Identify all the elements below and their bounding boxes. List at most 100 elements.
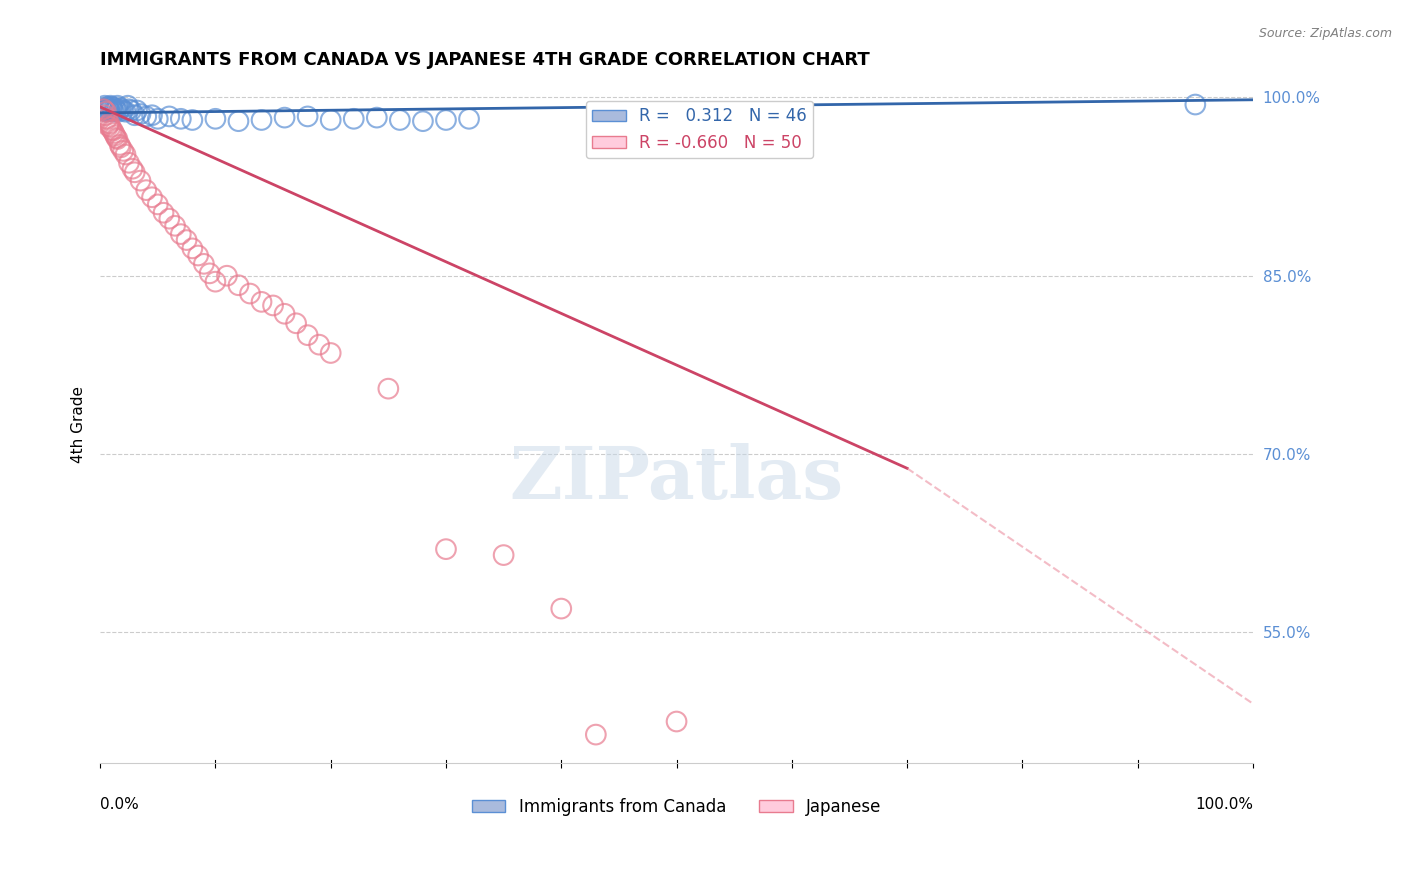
Point (124, 108, 146, 122)
Point (170, 112, 193, 126)
Point (181, 241, 204, 255)
Text: ZIPatlas: ZIPatlas (509, 443, 844, 514)
Point (96, 112, 118, 126)
Point (215, 268, 238, 283)
Point (121, 161, 143, 176)
Point (297, 328, 319, 343)
Point (129, 107, 152, 121)
Point (96, 103, 118, 117)
Text: IMMIGRANTS FROM CANADA VS JAPANESE 4TH GRADE CORRELATION CHART: IMMIGRANTS FROM CANADA VS JAPANESE 4TH G… (100, 51, 870, 69)
Point (101, 103, 124, 117)
Point (105, 103, 128, 118)
Point (110, 101, 132, 115)
Legend: Immigrants from Canada, Japanese: Immigrants from Canada, Japanese (465, 791, 889, 822)
Point (198, 266, 221, 280)
Point (93, 101, 115, 115)
Point (97, 100, 120, 114)
Point (297, 110, 319, 124)
Point (117, 99, 139, 113)
Point (135, 183, 157, 197)
Point (124, 165, 146, 179)
Point (204, 275, 226, 289)
Point (112, 103, 135, 118)
Point (93, 103, 115, 117)
Point (170, 227, 193, 241)
Point (120, 103, 142, 118)
Point (108, 103, 131, 117)
Point (262, 298, 284, 312)
Point (204, 112, 226, 126)
Point (97, 119, 120, 133)
Point (114, 104, 136, 119)
Point (94, 104, 117, 119)
Point (93, 99, 115, 113)
Point (94, 104, 117, 119)
Point (187, 248, 209, 262)
Point (141, 108, 163, 122)
Point (366, 111, 388, 125)
Point (104, 128, 127, 143)
Point (193, 257, 215, 271)
Point (107, 104, 129, 119)
Point (100, 99, 122, 113)
Point (434, 542, 457, 557)
Point (285, 316, 308, 330)
Point (114, 147, 136, 161)
Point (458, 112, 481, 126)
Point (98, 117, 121, 131)
Point (152, 205, 174, 219)
Y-axis label: 4th Grade: 4th Grade (72, 386, 86, 463)
Point (100, 122, 122, 136)
Point (91, 103, 114, 117)
Point (550, 601, 572, 615)
Point (165, 219, 187, 233)
Point (343, 112, 366, 126)
Text: 0.0%: 0.0% (100, 797, 139, 812)
Point (146, 112, 169, 126)
Point (250, 113, 273, 128)
Point (273, 111, 295, 125)
Point (1184, 97, 1206, 112)
Point (157, 211, 180, 226)
Point (239, 286, 262, 301)
Point (377, 382, 399, 396)
Point (146, 197, 169, 211)
Point (388, 113, 411, 128)
Point (129, 173, 152, 187)
Point (103, 104, 125, 119)
Point (101, 124, 124, 138)
Point (107, 99, 129, 113)
Point (93, 108, 115, 122)
Point (141, 190, 163, 204)
Point (118, 155, 141, 169)
Point (105, 131, 128, 145)
Point (125, 103, 148, 118)
Text: Source: ZipAtlas.com: Source: ZipAtlas.com (1258, 27, 1392, 40)
Point (112, 144, 135, 158)
Point (118, 103, 141, 117)
Point (228, 114, 250, 128)
Point (157, 110, 180, 124)
Point (319, 346, 342, 360)
Point (176, 233, 198, 247)
Point (100, 120, 122, 135)
Point (110, 140, 132, 154)
Point (98, 103, 121, 118)
Point (585, 728, 607, 742)
Point (103, 126, 125, 140)
Point (135, 110, 157, 124)
Point (434, 113, 457, 128)
Point (100, 100, 122, 114)
Point (97, 101, 120, 115)
Point (665, 714, 688, 729)
Point (228, 278, 250, 293)
Point (181, 113, 204, 128)
Point (308, 337, 330, 351)
Point (94, 103, 117, 118)
Point (319, 113, 342, 128)
Point (107, 132, 129, 146)
Point (250, 294, 273, 309)
Point (273, 307, 295, 321)
Point (108, 138, 131, 153)
Point (412, 114, 434, 128)
